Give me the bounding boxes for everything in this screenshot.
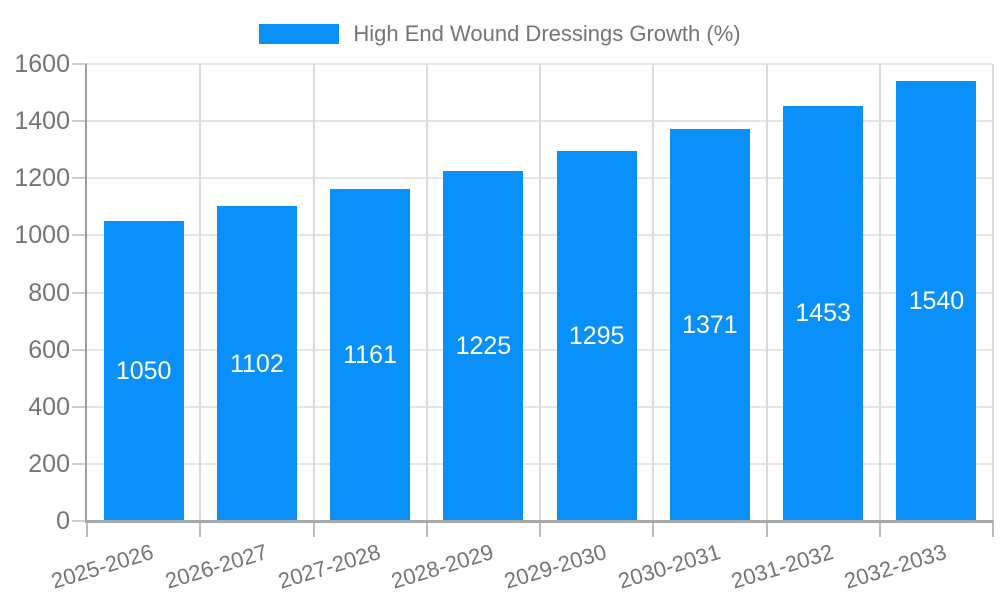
gridline-vertical (312, 64, 315, 521)
bar-value-label: 1225 (455, 332, 512, 361)
y-axis-tick (72, 348, 87, 351)
y-axis-tick (72, 63, 87, 65)
y-axis-tick (72, 291, 87, 294)
x-axis-category-label: 2028-2029 (388, 539, 497, 594)
bar[interactable] (216, 206, 297, 521)
gridline-vertical (539, 64, 541, 521)
x-axis-tick (878, 521, 881, 537)
y-axis-tick-label: 200 (28, 449, 70, 478)
legend-swatch (259, 24, 340, 44)
gridline-vertical (878, 64, 881, 521)
bar-value-label: 1295 (568, 322, 625, 351)
y-axis-tick-label: 0 (56, 507, 70, 535)
bar[interactable] (443, 171, 524, 521)
x-axis-tick (86, 521, 88, 537)
bar-value-label: 1371 (682, 311, 738, 340)
bar[interactable] (330, 189, 411, 521)
x-axis-tick (312, 521, 315, 537)
y-axis-tick-label: 1000 (14, 221, 70, 250)
gridline-vertical (652, 64, 655, 521)
x-axis-category-label: 2027-2028 (275, 539, 384, 594)
x-axis-tick (652, 521, 655, 537)
y-axis-tick-label: 1600 (14, 50, 70, 78)
x-axis-category-label: 2026-2027 (161, 539, 270, 594)
gridline-vertical (765, 64, 768, 521)
bar[interactable] (896, 81, 977, 521)
x-axis-tick (765, 521, 768, 537)
x-axis-category-label: 2025-2026 (48, 539, 157, 594)
bar[interactable] (669, 129, 750, 521)
x-axis-category-label: 2031-2032 (728, 539, 837, 594)
bar[interactable] (783, 105, 864, 521)
bar-value-label: 1453 (795, 299, 851, 328)
x-axis-category-label: 2032-2033 (841, 539, 950, 594)
bar-value-label: 1540 (908, 287, 965, 316)
bar[interactable] (556, 151, 637, 521)
y-axis-tick-label: 1400 (14, 107, 70, 136)
y-axis-tick (72, 177, 87, 180)
bar[interactable] (103, 221, 184, 521)
y-axis-tick (72, 120, 87, 123)
legend-label: High End Wound Dressings Growth (%) (353, 21, 741, 46)
x-axis-line (85, 520, 993, 523)
y-axis-tick-label: 400 (28, 392, 70, 421)
x-axis-category-label: 2030-2031 (614, 539, 723, 594)
x-axis-tick (992, 521, 994, 537)
y-axis-tick (72, 520, 87, 522)
gridline-vertical (199, 64, 202, 521)
y-axis-tick-label: 1200 (14, 164, 70, 193)
legend[interactable]: High End Wound Dressings Growth (%) (0, 21, 1000, 47)
bar-value-label: 1050 (115, 357, 172, 386)
y-axis-tick (72, 462, 87, 465)
y-axis-tick-label: 800 (28, 278, 70, 307)
gridline-vertical (992, 64, 994, 521)
bar-value-label: 1102 (229, 349, 284, 378)
y-axis-line (85, 64, 87, 523)
x-axis-tick (425, 521, 428, 537)
x-axis-category-label: 2029-2030 (501, 539, 610, 594)
x-axis-tick (539, 521, 541, 537)
bar-value-label: 1161 (343, 341, 397, 370)
y-axis-tick (72, 405, 87, 408)
x-axis-tick (199, 521, 202, 537)
gridline-vertical (425, 64, 428, 521)
y-axis-tick-label: 600 (28, 335, 70, 364)
y-axis-tick (72, 234, 87, 237)
